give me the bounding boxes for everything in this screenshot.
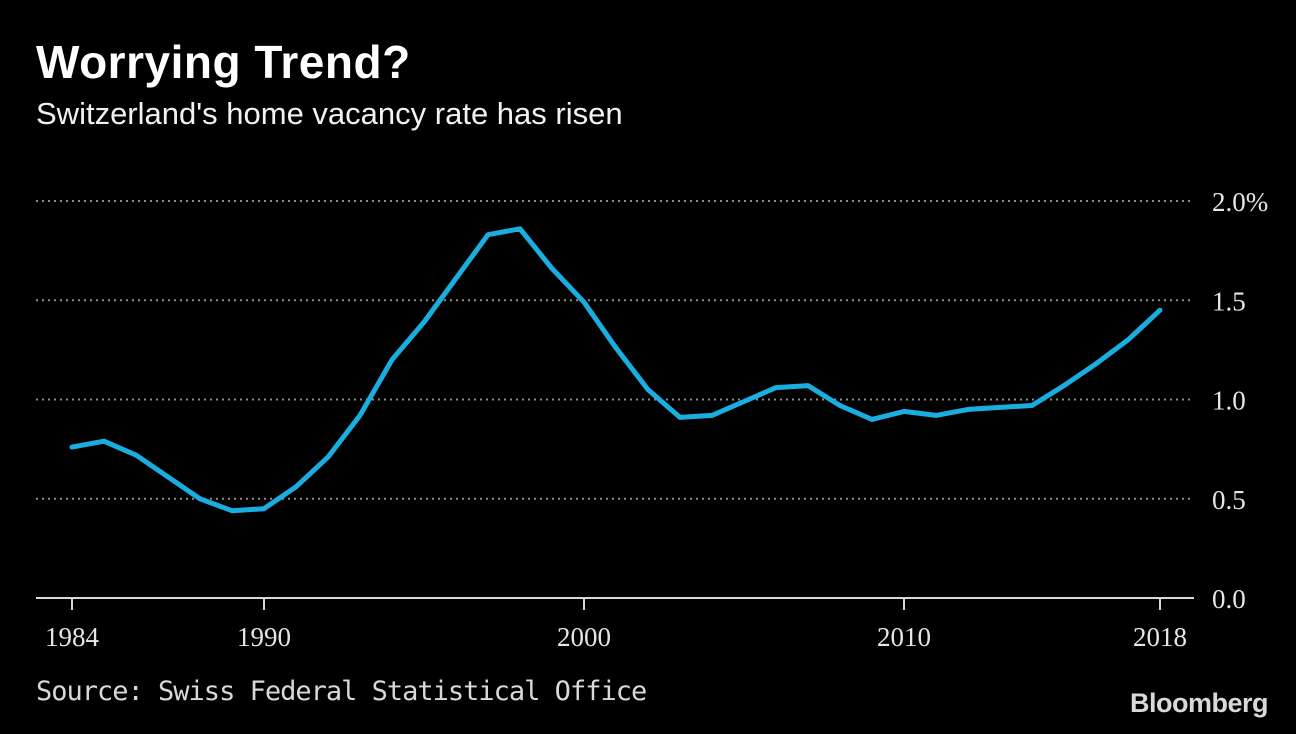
data-point	[1030, 403, 1035, 408]
data-point	[774, 385, 779, 390]
data-point	[326, 455, 331, 460]
data-point	[134, 453, 139, 458]
y-tick-labels: 2.0% 1.5 1.0 0.5 0.0	[1212, 187, 1268, 614]
y-tick-label: 1.0	[1212, 386, 1246, 416]
data-point	[870, 417, 875, 422]
gridlines	[36, 200, 1194, 500]
data-point	[966, 407, 971, 412]
series-layer	[69, 226, 1163, 514]
y-tick-label: 0.0	[1212, 584, 1246, 614]
data-point	[710, 413, 715, 418]
x-tick-label: 2018	[1133, 622, 1187, 652]
data-point	[70, 445, 75, 450]
data-point	[614, 345, 619, 350]
chart-subtitle: Switzerland's home vacancy rate has rise…	[36, 96, 623, 131]
source-note: Source: Swiss Federal Statistical Office	[36, 676, 647, 707]
data-point	[1094, 361, 1099, 366]
data-point	[1158, 308, 1163, 313]
data-point	[518, 226, 523, 231]
data-point	[230, 508, 235, 513]
x-tick-label: 1990	[237, 622, 291, 652]
data-point	[102, 439, 107, 444]
data-point	[486, 232, 491, 237]
data-point	[550, 266, 555, 271]
data-point	[422, 320, 427, 325]
series-line-vacancy-rate	[69, 226, 1163, 514]
data-point	[678, 415, 683, 420]
data-point	[454, 276, 459, 281]
data-point	[166, 474, 171, 479]
data-point	[1062, 383, 1067, 388]
x-axis	[36, 597, 1194, 610]
data-point	[806, 383, 811, 388]
data-point	[358, 413, 363, 418]
data-point	[582, 300, 587, 305]
data-point	[262, 506, 267, 511]
y-tick-label: 1.5	[1212, 286, 1246, 316]
data-point	[838, 403, 843, 408]
data-point	[1126, 337, 1131, 342]
x-tick-label: 2010	[877, 622, 931, 652]
data-point	[934, 413, 939, 418]
data-point	[742, 399, 747, 404]
chart-title: Worrying Trend?	[36, 36, 411, 88]
x-tick-label: 2000	[557, 622, 611, 652]
data-point	[998, 405, 1003, 410]
data-point	[902, 409, 907, 414]
y-tick-label: 2.0%	[1212, 187, 1268, 217]
data-point	[646, 387, 651, 392]
y-tick-label: 0.5	[1212, 485, 1246, 515]
bloomberg-logo: Bloomberg	[1129, 688, 1269, 718]
x-tick-labels: 1984 1990 2000 2010 2018	[45, 622, 1187, 652]
data-point	[294, 484, 299, 489]
data-point	[198, 496, 203, 501]
x-tick-label: 1984	[45, 622, 100, 652]
data-point	[390, 357, 395, 362]
